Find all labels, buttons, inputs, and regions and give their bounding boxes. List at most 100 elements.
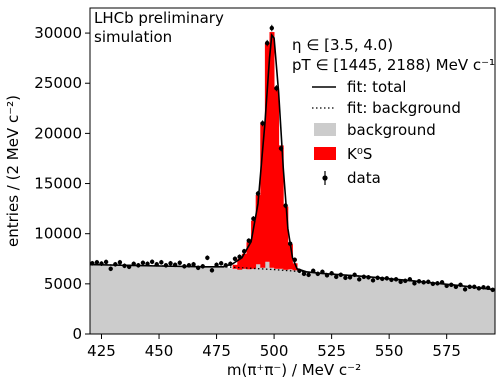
- background-bar: [416, 281, 422, 334]
- x-tick-label: 550: [375, 342, 404, 360]
- background-bar: [292, 270, 298, 334]
- data-point: [186, 262, 192, 268]
- data-point: [403, 278, 408, 284]
- data-point: [246, 238, 251, 244]
- eta-range-label: η ∈ [3.5, 4.0): [292, 36, 393, 54]
- data-point: [357, 277, 362, 282]
- data-point: [407, 277, 413, 282]
- background-bar: [191, 266, 197, 334]
- background-bar: [448, 284, 454, 334]
- background-bar: [329, 273, 335, 334]
- y-axis: 0 5000 10000 15000 20000 25000 30000: [34, 24, 90, 343]
- legend-item-signal: K⁰S: [314, 145, 372, 163]
- data-point: [209, 268, 215, 273]
- background-bar: [255, 264, 261, 334]
- data-point: [108, 266, 113, 272]
- background-bar: [361, 276, 367, 334]
- data-point: [177, 260, 182, 266]
- background-bar: [99, 264, 105, 334]
- y-tick-label: 5000: [44, 275, 82, 293]
- background-bar: [393, 279, 399, 334]
- background-bar: [159, 266, 165, 334]
- background-bar: [421, 282, 427, 334]
- background-bar: [154, 266, 160, 334]
- background-bar: [375, 277, 381, 334]
- signal-bar: [274, 88, 280, 269]
- background-bar: [306, 274, 312, 334]
- signal-bar: [287, 244, 293, 270]
- data-point: [338, 272, 344, 278]
- background-bar: [366, 277, 372, 334]
- data-point: [352, 272, 357, 278]
- data-point: [269, 24, 274, 32]
- background-bar: [172, 266, 178, 334]
- background-bar: [214, 267, 220, 334]
- data-point: [421, 280, 426, 285]
- data-point: [140, 260, 146, 266]
- background-bar: [425, 281, 431, 334]
- data-point: [159, 259, 164, 265]
- legend-label-fit-background: fit: background: [347, 99, 461, 117]
- background-bar: [444, 285, 450, 334]
- data-point: [172, 262, 178, 268]
- data-point: [113, 261, 118, 267]
- data-point: [228, 261, 233, 267]
- background-bar: [338, 274, 344, 334]
- background-bar: [195, 267, 201, 334]
- background-histogram: [90, 261, 496, 334]
- legend-label-data: data: [347, 169, 381, 187]
- background-bar: [301, 273, 307, 334]
- background-bar: [136, 265, 142, 334]
- data-point: [347, 275, 353, 280]
- data-point: [334, 274, 339, 280]
- data-point: [274, 85, 279, 92]
- background-bar: [297, 273, 303, 334]
- data-point: [90, 260, 95, 266]
- background-bar: [182, 266, 188, 334]
- background-bar: [232, 268, 238, 334]
- signal-bar: [241, 253, 247, 269]
- signal-bar: [255, 195, 261, 265]
- x-axis: 425 450 475 500 525 550 575: [87, 334, 461, 360]
- background-bar: [467, 286, 473, 334]
- background-bar: [320, 271, 326, 334]
- data-point: [94, 259, 100, 265]
- data-point: [393, 277, 399, 282]
- data-point: [103, 259, 109, 265]
- data-point: [154, 261, 159, 267]
- data-point: [462, 287, 468, 292]
- signal-bar: [292, 263, 298, 271]
- data-point: [426, 279, 431, 285]
- background-bar: [412, 283, 418, 334]
- data-point: [255, 190, 261, 197]
- signal-bar: [283, 206, 289, 270]
- data-point: [366, 275, 371, 280]
- legend-label-signal: K⁰S: [347, 145, 372, 163]
- data-point: [122, 263, 127, 269]
- background-bar: [145, 265, 151, 334]
- background-bar: [430, 283, 436, 334]
- background-bar: [435, 283, 441, 334]
- legend: fit: total fit: background background K⁰…: [312, 78, 461, 187]
- data-point: [343, 275, 348, 281]
- x-tick-label: 575: [432, 342, 461, 360]
- signal-bar: [260, 122, 266, 268]
- data-point: [237, 254, 242, 260]
- data-point: [416, 279, 422, 284]
- data-point: [449, 282, 454, 288]
- background-bar: [228, 268, 234, 334]
- background-bar: [379, 278, 385, 334]
- legend-item-background: background: [314, 121, 436, 139]
- background-bar: [283, 269, 289, 334]
- data-point: [205, 255, 210, 261]
- data-point: [370, 278, 376, 283]
- background-bar: [352, 274, 358, 334]
- data-point: [232, 256, 238, 262]
- data-point: [163, 262, 169, 268]
- background-bar: [218, 267, 224, 334]
- data-point: [145, 261, 150, 267]
- background-bar: [131, 265, 137, 334]
- x-tick-label: 475: [202, 342, 231, 360]
- legend-item-data: data: [322, 169, 381, 187]
